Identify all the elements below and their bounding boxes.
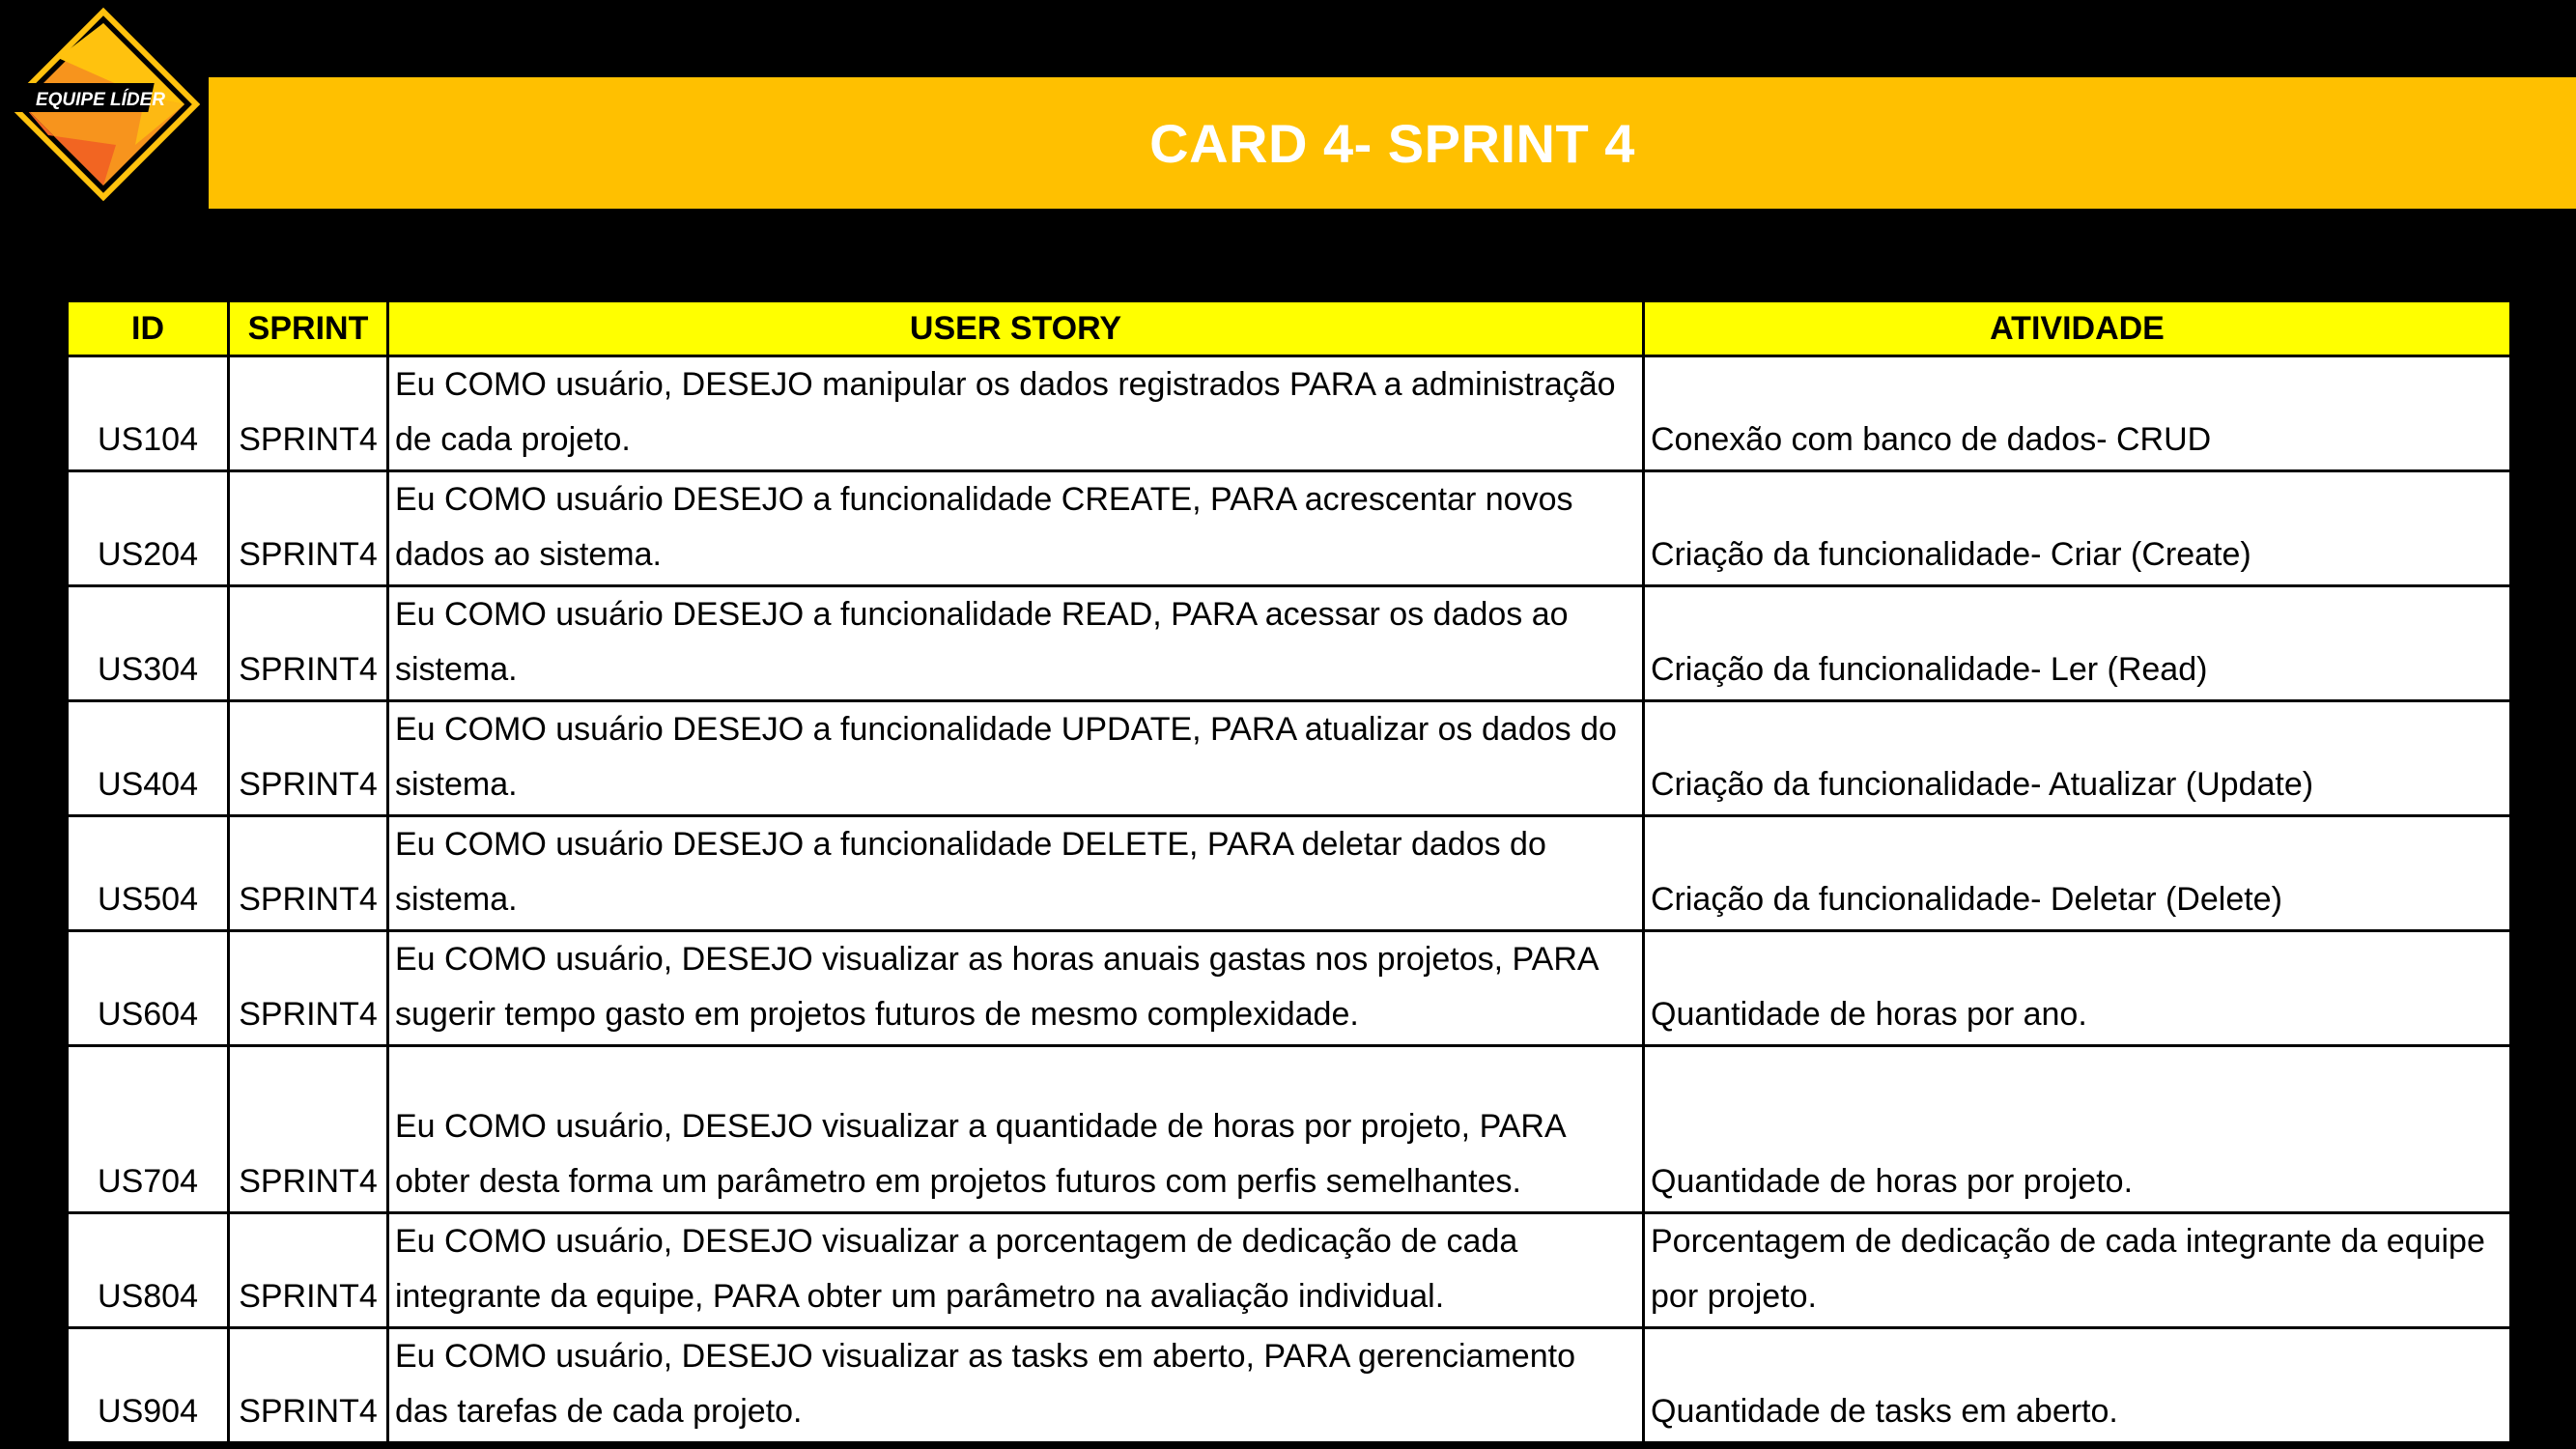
cell-activity: Porcentagem de dedicação de cada integra… xyxy=(1642,1211,2512,1329)
user-stories-table: ID SPRINT USER STORY ATIVIDADE US104 SPR… xyxy=(66,299,2512,1444)
cell-activity: Criação da funcionalidade- Deletar (Dele… xyxy=(1642,814,2512,932)
cell-id: US304 xyxy=(66,584,230,702)
table-row: US504 SPRINT4 Eu COMO usuário DESEJO a f… xyxy=(66,814,2512,932)
table-header-row: ID SPRINT USER STORY ATIVIDADE xyxy=(66,299,2512,357)
cell-sprint: SPRINT4 xyxy=(227,584,389,702)
title-banner: CARD 4- SPRINT 4 xyxy=(209,77,2576,209)
header-sprint: SPRINT xyxy=(227,299,389,357)
cell-activity: Quantidade de horas por ano. xyxy=(1642,929,2512,1047)
cell-activity: Criação da funcionalidade- Atualizar (Up… xyxy=(1642,699,2512,817)
cell-user-story: Eu COMO usuário, DESEJO visualizar as ta… xyxy=(386,1326,1645,1444)
cell-activity: Criação da funcionalidade- Ler (Read) xyxy=(1642,584,2512,702)
cell-user-story: Eu COMO usuário DESEJO a funcionalidade … xyxy=(386,584,1645,702)
cell-id: US904 xyxy=(66,1326,230,1444)
cell-id: US204 xyxy=(66,469,230,587)
cell-sprint: SPRINT4 xyxy=(227,1044,389,1214)
cell-id: US604 xyxy=(66,929,230,1047)
cell-id: US404 xyxy=(66,699,230,817)
team-logo: EQUIPE LÍDER xyxy=(0,0,208,208)
page-title: CARD 4- SPRINT 4 xyxy=(1149,112,1635,174)
header-activity: ATIVIDADE xyxy=(1642,299,2512,357)
cell-id: US104 xyxy=(66,355,230,472)
cell-sprint: SPRINT4 xyxy=(227,699,389,817)
cell-sprint: SPRINT4 xyxy=(227,469,389,587)
cell-activity: Conexão com banco de dados- CRUD xyxy=(1642,355,2512,472)
cell-user-story: Eu COMO usuário DESEJO a funcionalidade … xyxy=(386,699,1645,817)
table-row: US304 SPRINT4 Eu COMO usuário DESEJO a f… xyxy=(66,584,2512,702)
table-row: US904 SPRINT4 Eu COMO usuário, DESEJO vi… xyxy=(66,1326,2512,1444)
cell-user-story: Eu COMO usuário DESEJO a funcionalidade … xyxy=(386,814,1645,932)
table-row: US704 SPRINT4 Eu COMO usuário, DESEJO vi… xyxy=(66,1044,2512,1214)
cell-sprint: SPRINT4 xyxy=(227,1211,389,1329)
cell-activity: Quantidade de horas por projeto. xyxy=(1642,1044,2512,1214)
cell-user-story: Eu COMO usuário, DESEJO visualizar a qua… xyxy=(386,1044,1645,1214)
cell-id: US704 xyxy=(66,1044,230,1214)
cell-activity: Quantidade de tasks em aberto. xyxy=(1642,1326,2512,1444)
table-row: US804 SPRINT4 Eu COMO usuário, DESEJO vi… xyxy=(66,1211,2512,1329)
table-row: US404 SPRINT4 Eu COMO usuário DESEJO a f… xyxy=(66,699,2512,817)
table-row: US604 SPRINT4 Eu COMO usuário, DESEJO vi… xyxy=(66,929,2512,1047)
team-logo-graphic: EQUIPE LÍDER xyxy=(3,7,201,202)
table-row: US204 SPRINT4 Eu COMO usuário DESEJO a f… xyxy=(66,469,2512,587)
cell-id: US504 xyxy=(66,814,230,932)
cell-user-story: Eu COMO usuário, DESEJO manipular os dad… xyxy=(386,355,1645,472)
cell-id: US804 xyxy=(66,1211,230,1329)
cell-user-story: Eu COMO usuário DESEJO a funcionalidade … xyxy=(386,469,1645,587)
cell-activity: Criação da funcionalidade- Criar (Create… xyxy=(1642,469,2512,587)
cell-sprint: SPRINT4 xyxy=(227,814,389,932)
header-user-story: USER STORY xyxy=(386,299,1645,357)
cell-sprint: SPRINT4 xyxy=(227,355,389,472)
cell-sprint: SPRINT4 xyxy=(227,1326,389,1444)
cell-user-story: Eu COMO usuário, DESEJO visualizar a por… xyxy=(386,1211,1645,1329)
cell-user-story: Eu COMO usuário, DESEJO visualizar as ho… xyxy=(386,929,1645,1047)
table-row: US104 SPRINT4 Eu COMO usuário, DESEJO ma… xyxy=(66,355,2512,472)
header-id: ID xyxy=(66,299,230,357)
team-logo-text: EQUIPE LÍDER xyxy=(36,89,165,110)
cell-sprint: SPRINT4 xyxy=(227,929,389,1047)
